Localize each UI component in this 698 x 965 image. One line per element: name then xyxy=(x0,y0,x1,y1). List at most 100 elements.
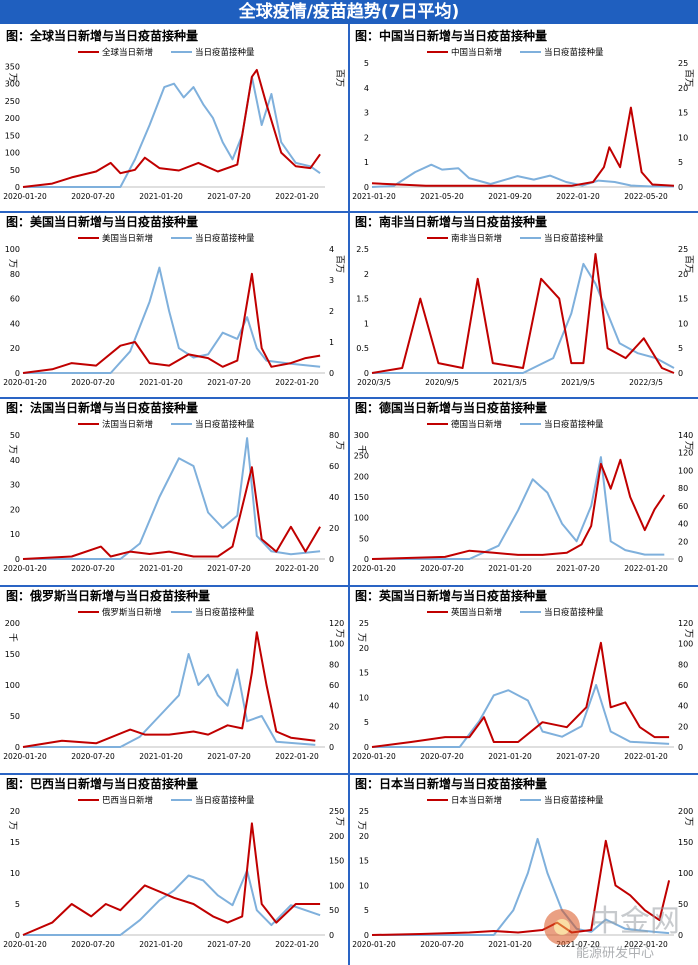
x-tick-label: 2020-01-20 xyxy=(352,752,396,761)
y-left-tick-label: 100 xyxy=(5,681,20,690)
y-left-tick-label: 150 xyxy=(5,650,20,659)
legend-cases-label: 俄罗斯当日新增 xyxy=(102,607,162,618)
legend-vax-label: 当日疫苗接种量 xyxy=(195,795,255,806)
y-left-tick-label: 5 xyxy=(364,59,369,68)
x-tick-label: 2020-07-20 xyxy=(71,192,115,201)
chart-panel: 图：英国当日新增与当日疫苗接种量 0 5 10 15 20 25 0 20 40 60 80 100 12… xyxy=(352,587,695,771)
chart-svg: 0 50 100 150 200 250 300 0 20 40 60 80 100 120 140 千 万 20… xyxy=(352,419,693,573)
x-tick-label: 2021-01-20 xyxy=(139,564,183,573)
y-right-unit: 万 xyxy=(334,629,344,638)
y-left-tick-label: 250 xyxy=(354,452,369,461)
y-right-tick-label: 100 xyxy=(678,640,693,649)
cases-series-line xyxy=(22,68,321,188)
y-left-tick-label: 100 xyxy=(354,514,369,523)
x-tick-label: 2021-07-20 xyxy=(556,752,600,761)
y-left-tick-label: 10 xyxy=(359,693,369,702)
y-left-tick-label: 10 xyxy=(10,530,20,539)
y-left-tick-label: 5 xyxy=(15,900,20,909)
chart-title: 图：美国当日新增与当日疫苗接种量 xyxy=(6,215,199,229)
legend-cases-label: 美国当日新增 xyxy=(102,233,153,244)
x-tick-label: 2021-01-20 xyxy=(488,752,532,761)
y-right-tick-label: 2 xyxy=(329,307,334,316)
y-left-tick-label: 60 xyxy=(10,295,20,304)
y-right-tick-label: 20 xyxy=(678,722,688,731)
y-right-tick-label: 100 xyxy=(329,881,344,890)
y-right-tick-label: 100 xyxy=(678,869,693,878)
y-left-tick-label: 0 xyxy=(15,555,20,564)
y-right-tick-label: 3 xyxy=(329,276,334,285)
y-right-tick-label: 50 xyxy=(329,906,339,915)
x-tick-label: 2021-01-20 xyxy=(488,940,532,949)
chart-panel: 图：巴西当日新增与当日疫苗接种量 0 5 10 15 20 0 50 100 150 200 250 万… xyxy=(3,775,346,959)
y-right-tick-label: 10 xyxy=(678,133,688,142)
y-left-tick-label: 5 xyxy=(364,906,369,915)
y-right-tick-label: 100 xyxy=(678,466,693,475)
cases-series-line xyxy=(22,272,321,374)
cases-series-line xyxy=(22,631,316,748)
watermark-logo-text: 中金网 xyxy=(590,904,680,939)
legend-vax-label: 当日疫苗接种量 xyxy=(544,607,604,618)
legend-cases-label: 德国当日新增 xyxy=(451,419,502,430)
chart-title: 图：日本当日新增与当日疫苗接种量 xyxy=(355,777,548,791)
y-right-tick-label: 20 xyxy=(678,537,688,546)
y-right-tick-label: 60 xyxy=(678,502,688,511)
y-left-unit: 千 xyxy=(356,445,367,454)
y-left-tick-label: 150 xyxy=(5,131,20,140)
y-right-tick-label: 150 xyxy=(329,857,344,866)
y-left-tick-label: 25 xyxy=(359,807,369,816)
vaccination-series-line xyxy=(23,266,321,374)
chart-legend: 南非当日新增 当日疫苗接种量 xyxy=(427,233,604,244)
y-left-unit: 千 xyxy=(7,633,18,642)
cases-series-line xyxy=(22,822,321,936)
y-right-unit: 百万 xyxy=(334,69,345,87)
y-right-tick-label: 0 xyxy=(329,743,334,752)
y-right-tick-label: 120 xyxy=(329,619,344,628)
y-left-tick-label: 200 xyxy=(5,114,20,123)
y-left-tick-label: 15 xyxy=(359,669,369,678)
column-separator xyxy=(348,24,350,965)
y-left-unit: 万 xyxy=(7,259,17,268)
legend-vax-label: 当日疫苗接种量 xyxy=(544,233,604,244)
y-left-tick-label: 0 xyxy=(15,931,20,940)
legend-cases-label: 南非当日新增 xyxy=(451,233,502,244)
y-left-tick-label: 150 xyxy=(354,493,369,502)
x-tick-label: 2021-07-20 xyxy=(207,192,251,201)
y-left-unit: 万 xyxy=(356,821,366,830)
watermark-sub-text: 能源研发中心 xyxy=(576,945,654,961)
x-tick-label: 2022-01-20 xyxy=(275,192,319,201)
chart-legend: 全球当日新增 当日疫苗接种量 xyxy=(78,47,255,58)
y-left-unit: 万 xyxy=(356,633,366,642)
y-right-tick-label: 0 xyxy=(678,369,683,378)
y-left-unit: 万 xyxy=(7,821,17,830)
legend-cases-label: 巴西当日新增 xyxy=(102,795,153,806)
y-right-tick-label: 0 xyxy=(678,931,683,940)
y-left-tick-label: 300 xyxy=(5,80,20,89)
chart-legend: 俄罗斯当日新增 当日疫苗接种量 xyxy=(78,607,255,618)
chart-svg: 0 20 40 60 80 100 0 1 2 3 4 万 百万 2020-01-20 2020-07-20… xyxy=(3,233,345,387)
row-separator xyxy=(0,773,698,775)
chart-panel: 图：俄罗斯当日新增与当日疫苗接种量 0 50 100 150 200 0 20 40 60 80 10… xyxy=(3,587,346,771)
y-left-tick-label: 30 xyxy=(10,481,20,490)
x-tick-label: 2022-01-20 xyxy=(275,564,319,573)
cases-series-line xyxy=(371,458,666,560)
y-right-tick-label: 40 xyxy=(678,702,688,711)
y-left-tick-label: 10 xyxy=(359,881,369,890)
cases-series-line xyxy=(22,466,321,560)
y-right-unit: 百万 xyxy=(334,255,345,273)
page-title: 全球疫情/疫苗趋势(7日平均) xyxy=(0,0,698,24)
vaccination-series-line xyxy=(372,456,665,560)
y-left-tick-label: 40 xyxy=(10,319,20,328)
cases-series-line xyxy=(371,106,675,187)
x-tick-label: 2022-05-20 xyxy=(624,192,668,201)
y-right-tick-label: 80 xyxy=(678,484,688,493)
x-tick-label: 2020-01-20 xyxy=(3,940,47,949)
chart-legend: 美国当日新增 当日疫苗接种量 xyxy=(78,233,255,244)
y-right-tick-label: 0 xyxy=(678,555,683,564)
y-right-unit: 百万 xyxy=(683,255,694,273)
y-left-unit: 万 xyxy=(7,73,17,82)
x-tick-label: 2021-01-20 xyxy=(139,192,183,201)
y-left-unit: 万 xyxy=(7,445,17,454)
